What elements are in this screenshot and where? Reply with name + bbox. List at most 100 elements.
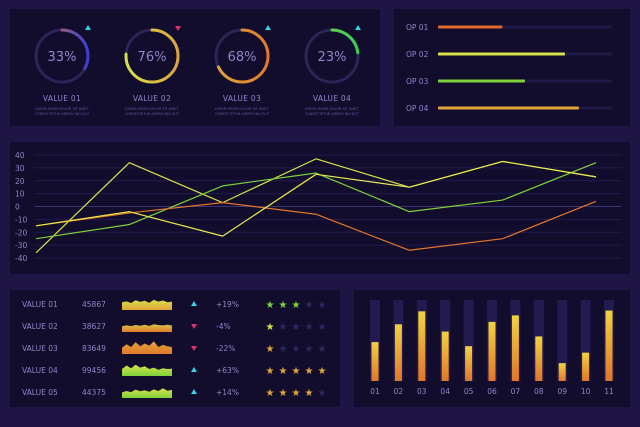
gauge-value-label: 76% bbox=[138, 50, 167, 65]
row-name: VALUE 03 bbox=[22, 344, 58, 353]
star-filled-icon: ★ bbox=[305, 388, 314, 399]
line-chart-svg: 40 30 20 10 0 -10 -20 -30 -40 bbox=[15, 151, 622, 263]
x-tick-label: 03 bbox=[417, 387, 427, 396]
gauge-name: VALUE 03 bbox=[223, 94, 261, 103]
row-change: +19% bbox=[216, 300, 239, 309]
star-empty-icon: ★ bbox=[318, 388, 327, 399]
sparkline-area bbox=[122, 364, 172, 376]
row-name: VALUE 05 bbox=[22, 388, 58, 397]
values-table-svg: VALUE 01 45867 +19% ★ ★ ★ ★ ★ VALUE 02 38627 -4% ★ ★… bbox=[22, 299, 327, 399]
sparkline-area bbox=[122, 388, 172, 398]
star-empty-icon: ★ bbox=[318, 300, 327, 311]
bar bbox=[488, 321, 496, 381]
gauge-value-label: 23% bbox=[318, 50, 347, 65]
row-change: -4% bbox=[216, 322, 231, 331]
op-label: OP 02 bbox=[406, 50, 429, 59]
op-label: OP 03 bbox=[406, 77, 429, 86]
line-series-2 bbox=[35, 162, 597, 240]
star-empty-icon: ★ bbox=[318, 322, 327, 333]
row-change: +14% bbox=[216, 388, 239, 397]
row-name: VALUE 04 bbox=[22, 366, 58, 375]
sparkline-area bbox=[122, 324, 172, 332]
star-filled-icon: ★ bbox=[266, 322, 275, 333]
bar bbox=[418, 311, 426, 381]
op-fill bbox=[438, 52, 566, 56]
x-tick-label: 07 bbox=[511, 387, 521, 396]
x-tick-label: 06 bbox=[487, 387, 497, 396]
gauge-caption: LOREM IPSUM DOLOR SIT AMET, bbox=[125, 107, 180, 111]
x-tick-label: 04 bbox=[440, 387, 450, 396]
bar bbox=[394, 324, 402, 381]
x-tick-label: 02 bbox=[394, 387, 404, 396]
gauge-arc bbox=[304, 28, 360, 84]
y-tick-label: 20 bbox=[15, 177, 25, 186]
row-number: 38627 bbox=[82, 322, 106, 331]
row-change: -22% bbox=[216, 344, 235, 353]
star-filled-icon: ★ bbox=[318, 366, 327, 377]
arrow-down-icon bbox=[191, 346, 197, 351]
y-tick-label: 30 bbox=[15, 164, 25, 173]
op-fill bbox=[438, 106, 579, 110]
bar bbox=[371, 342, 379, 381]
star-empty-icon: ★ bbox=[305, 322, 314, 333]
x-tick-label: 05 bbox=[464, 387, 474, 396]
gauge-arc bbox=[214, 28, 270, 84]
gauge-caption: CONSECTETUR ADIPISCING ELIT bbox=[215, 112, 270, 116]
bar-track bbox=[557, 300, 568, 381]
op-label: OP 01 bbox=[406, 23, 429, 32]
gauge-arc bbox=[34, 28, 90, 84]
star-filled-icon: ★ bbox=[266, 344, 275, 355]
star-filled-icon: ★ bbox=[266, 366, 275, 377]
arrow-down-icon bbox=[191, 324, 197, 329]
bar bbox=[511, 315, 519, 381]
star-filled-icon: ★ bbox=[305, 366, 314, 377]
star-filled-icon: ★ bbox=[292, 388, 301, 399]
star-filled-icon: ★ bbox=[279, 366, 288, 377]
line-series-4 bbox=[35, 160, 597, 237]
y-tick-label: -10 bbox=[15, 215, 27, 224]
op-progress-svg: OP 01 OP 02 OP 03 OP 04 bbox=[406, 23, 612, 113]
x-tick-label: 09 bbox=[557, 387, 567, 396]
gauge-caption: LOREM IPSUM DOLOR SIT AMET, bbox=[305, 107, 360, 111]
star-filled-icon: ★ bbox=[266, 388, 275, 399]
bar bbox=[535, 336, 543, 381]
bar bbox=[582, 352, 590, 381]
gauge-value-label: 68% bbox=[228, 50, 257, 65]
star-empty-icon: ★ bbox=[279, 344, 288, 355]
bar-chart-panel: 01 02 03 04 05 06 07 08 09 10 11 bbox=[354, 290, 630, 407]
x-tick-label: 01 bbox=[370, 387, 380, 396]
bar-track bbox=[463, 300, 474, 381]
values-table-panel: VALUE 01 45867 +19% ★ ★ ★ ★ ★ VALUE 02 38627 -4% ★ ★… bbox=[10, 290, 340, 407]
gauge-name: VALUE 04 bbox=[313, 94, 351, 103]
y-tick-label: -40 bbox=[15, 254, 27, 263]
row-number: 45867 bbox=[82, 300, 106, 309]
star-filled-icon: ★ bbox=[279, 388, 288, 399]
row-change: +63% bbox=[216, 366, 239, 375]
bar bbox=[465, 346, 473, 381]
gauge-name: VALUE 01 bbox=[43, 94, 81, 103]
sparkline-area bbox=[122, 341, 172, 354]
row-name: VALUE 01 bbox=[22, 300, 58, 309]
row-number: 99456 bbox=[82, 366, 106, 375]
arrow-up-icon bbox=[355, 25, 361, 30]
line-series-3 bbox=[35, 200, 597, 251]
star-empty-icon: ★ bbox=[305, 300, 314, 311]
x-tick-label: 08 bbox=[534, 387, 544, 396]
bar-chart-svg: 01 02 03 04 05 06 07 08 09 10 11 bbox=[370, 300, 614, 396]
x-tick-label: 10 bbox=[581, 387, 591, 396]
star-empty-icon: ★ bbox=[318, 344, 327, 355]
x-tick-label: 11 bbox=[604, 387, 614, 396]
arrow-up-icon bbox=[191, 389, 197, 394]
bar bbox=[605, 310, 613, 381]
bar bbox=[441, 331, 449, 381]
bar bbox=[558, 363, 566, 381]
y-tick-label: 40 bbox=[15, 151, 25, 160]
op-track bbox=[438, 25, 612, 29]
arrow-up-icon bbox=[85, 25, 91, 30]
row-number: 83649 bbox=[82, 344, 106, 353]
star-filled-icon: ★ bbox=[266, 300, 275, 311]
op-progress-panel: OP 01 OP 02 OP 03 OP 04 bbox=[394, 9, 630, 126]
bar-track bbox=[580, 300, 591, 381]
star-empty-icon: ★ bbox=[305, 344, 314, 355]
